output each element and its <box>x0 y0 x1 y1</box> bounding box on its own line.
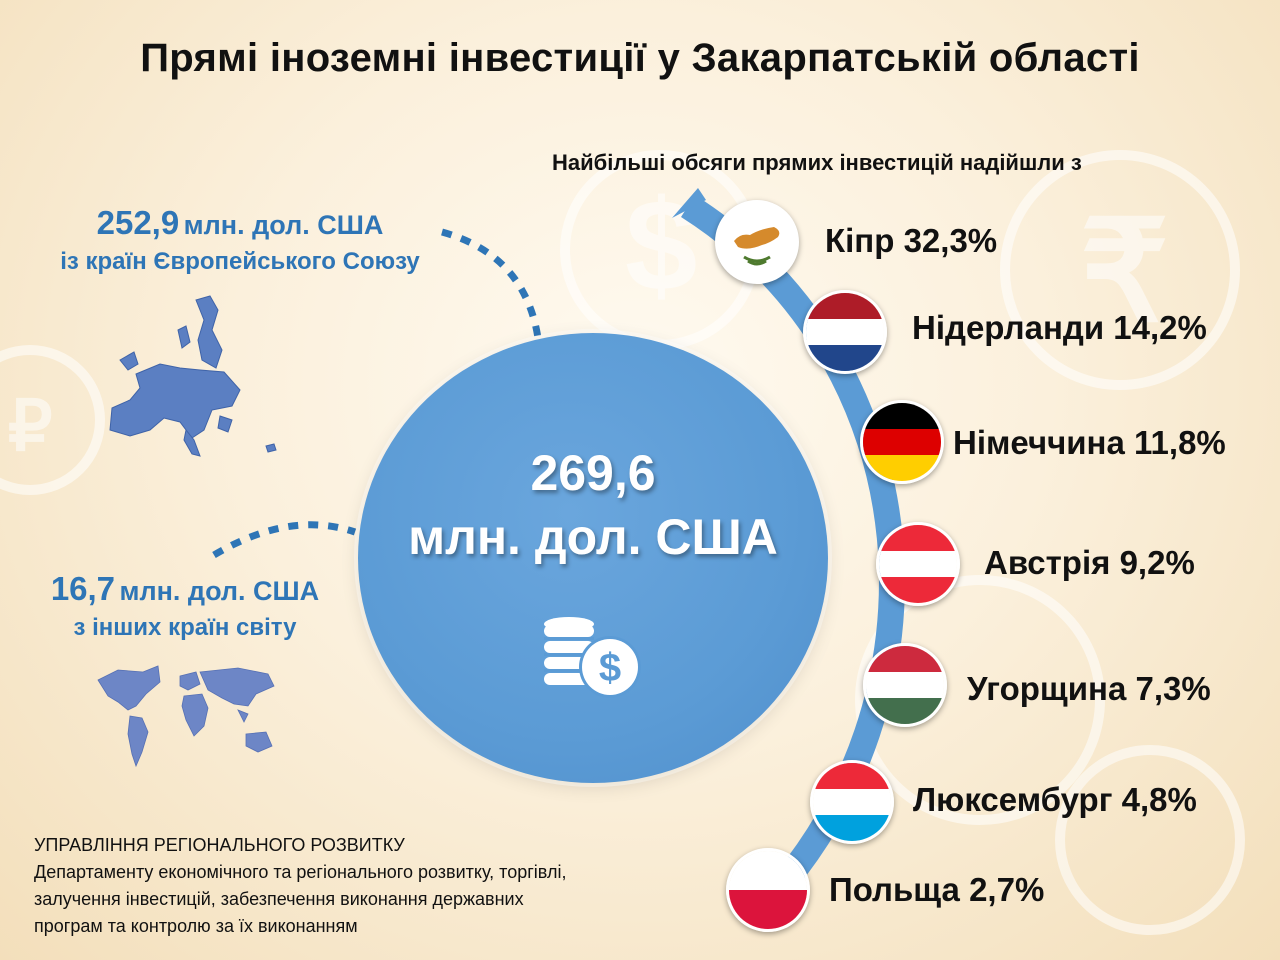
svg-text:$: $ <box>599 646 621 690</box>
total-unit: млн. дол. США <box>408 509 778 565</box>
eu-map-icon <box>109 295 277 457</box>
svg-text:$: $ <box>625 172 697 318</box>
germany-flag-icon <box>860 400 944 484</box>
footer-line-4: програм та контролю за їх виконанням <box>34 916 358 936</box>
coins-dollar-icon: $ <box>544 617 641 698</box>
country-label-luxembourg: Люксембург 4,8% <box>913 781 1197 818</box>
austria-flag-icon <box>876 522 960 606</box>
other-description: з інших країн світу <box>73 614 297 641</box>
country-label-poland: Польща 2,7% <box>829 871 1045 908</box>
other-amount: 16,7 <box>50 570 116 607</box>
hungary-flag-icon <box>863 643 947 727</box>
total-investment: 269,6 млн. дол. США <box>358 442 828 570</box>
eu-description: із країн Європейського Союзу <box>60 248 420 275</box>
other-unit: млн. дол. США <box>119 576 320 606</box>
country-label-netherlands: Нідерланди 14,2% <box>912 309 1207 346</box>
country-label-germany: Німеччина 11,8% <box>953 424 1226 461</box>
country-label-austria: Австрія 9,2% <box>984 544 1195 581</box>
total-investment-circle <box>358 333 828 783</box>
page-title: Прямі іноземні інвестиції у Закарпатські… <box>140 36 1140 80</box>
footer-line-2: Департаменту економічного та регіонально… <box>34 862 567 882</box>
poland-flag-icon <box>726 848 810 932</box>
cyprus-flag-icon <box>715 200 799 284</box>
country-label-cyprus: Кіпр 32,3% <box>825 222 998 259</box>
netherlands-flag-icon <box>803 290 887 374</box>
eu-investment-stat: 252,9 млн. дол. США із країн Європейсько… <box>30 204 450 276</box>
footer-line-1: УПРАВЛІННЯ РЕГІОНАЛЬНОГО РОЗВИТКУ <box>34 835 405 855</box>
footer-line-3: залучення інвестицій, забезпечення викон… <box>34 889 524 909</box>
footer-organization: УПРАВЛІННЯ РЕГІОНАЛЬНОГО РОЗВИТКУ Департ… <box>34 832 566 940</box>
svg-text:₽: ₽ <box>8 387 53 465</box>
eu-amount: 252,9 <box>96 204 180 241</box>
total-amount: 269,6 <box>530 445 656 501</box>
world-map-icon <box>97 665 275 768</box>
svg-text:₹: ₹ <box>1080 193 1169 350</box>
luxembourg-flag-icon <box>810 760 894 844</box>
other-investment-stat: 16,7 млн. дол. США з інших країн світу <box>10 570 360 642</box>
top-sources-heading: Найбільші обсяги прямих інвестицій надій… <box>552 150 1082 175</box>
country-label-hungary: Угорщина 7,3% <box>967 670 1211 707</box>
eu-unit: млн. дол. США <box>183 210 384 240</box>
